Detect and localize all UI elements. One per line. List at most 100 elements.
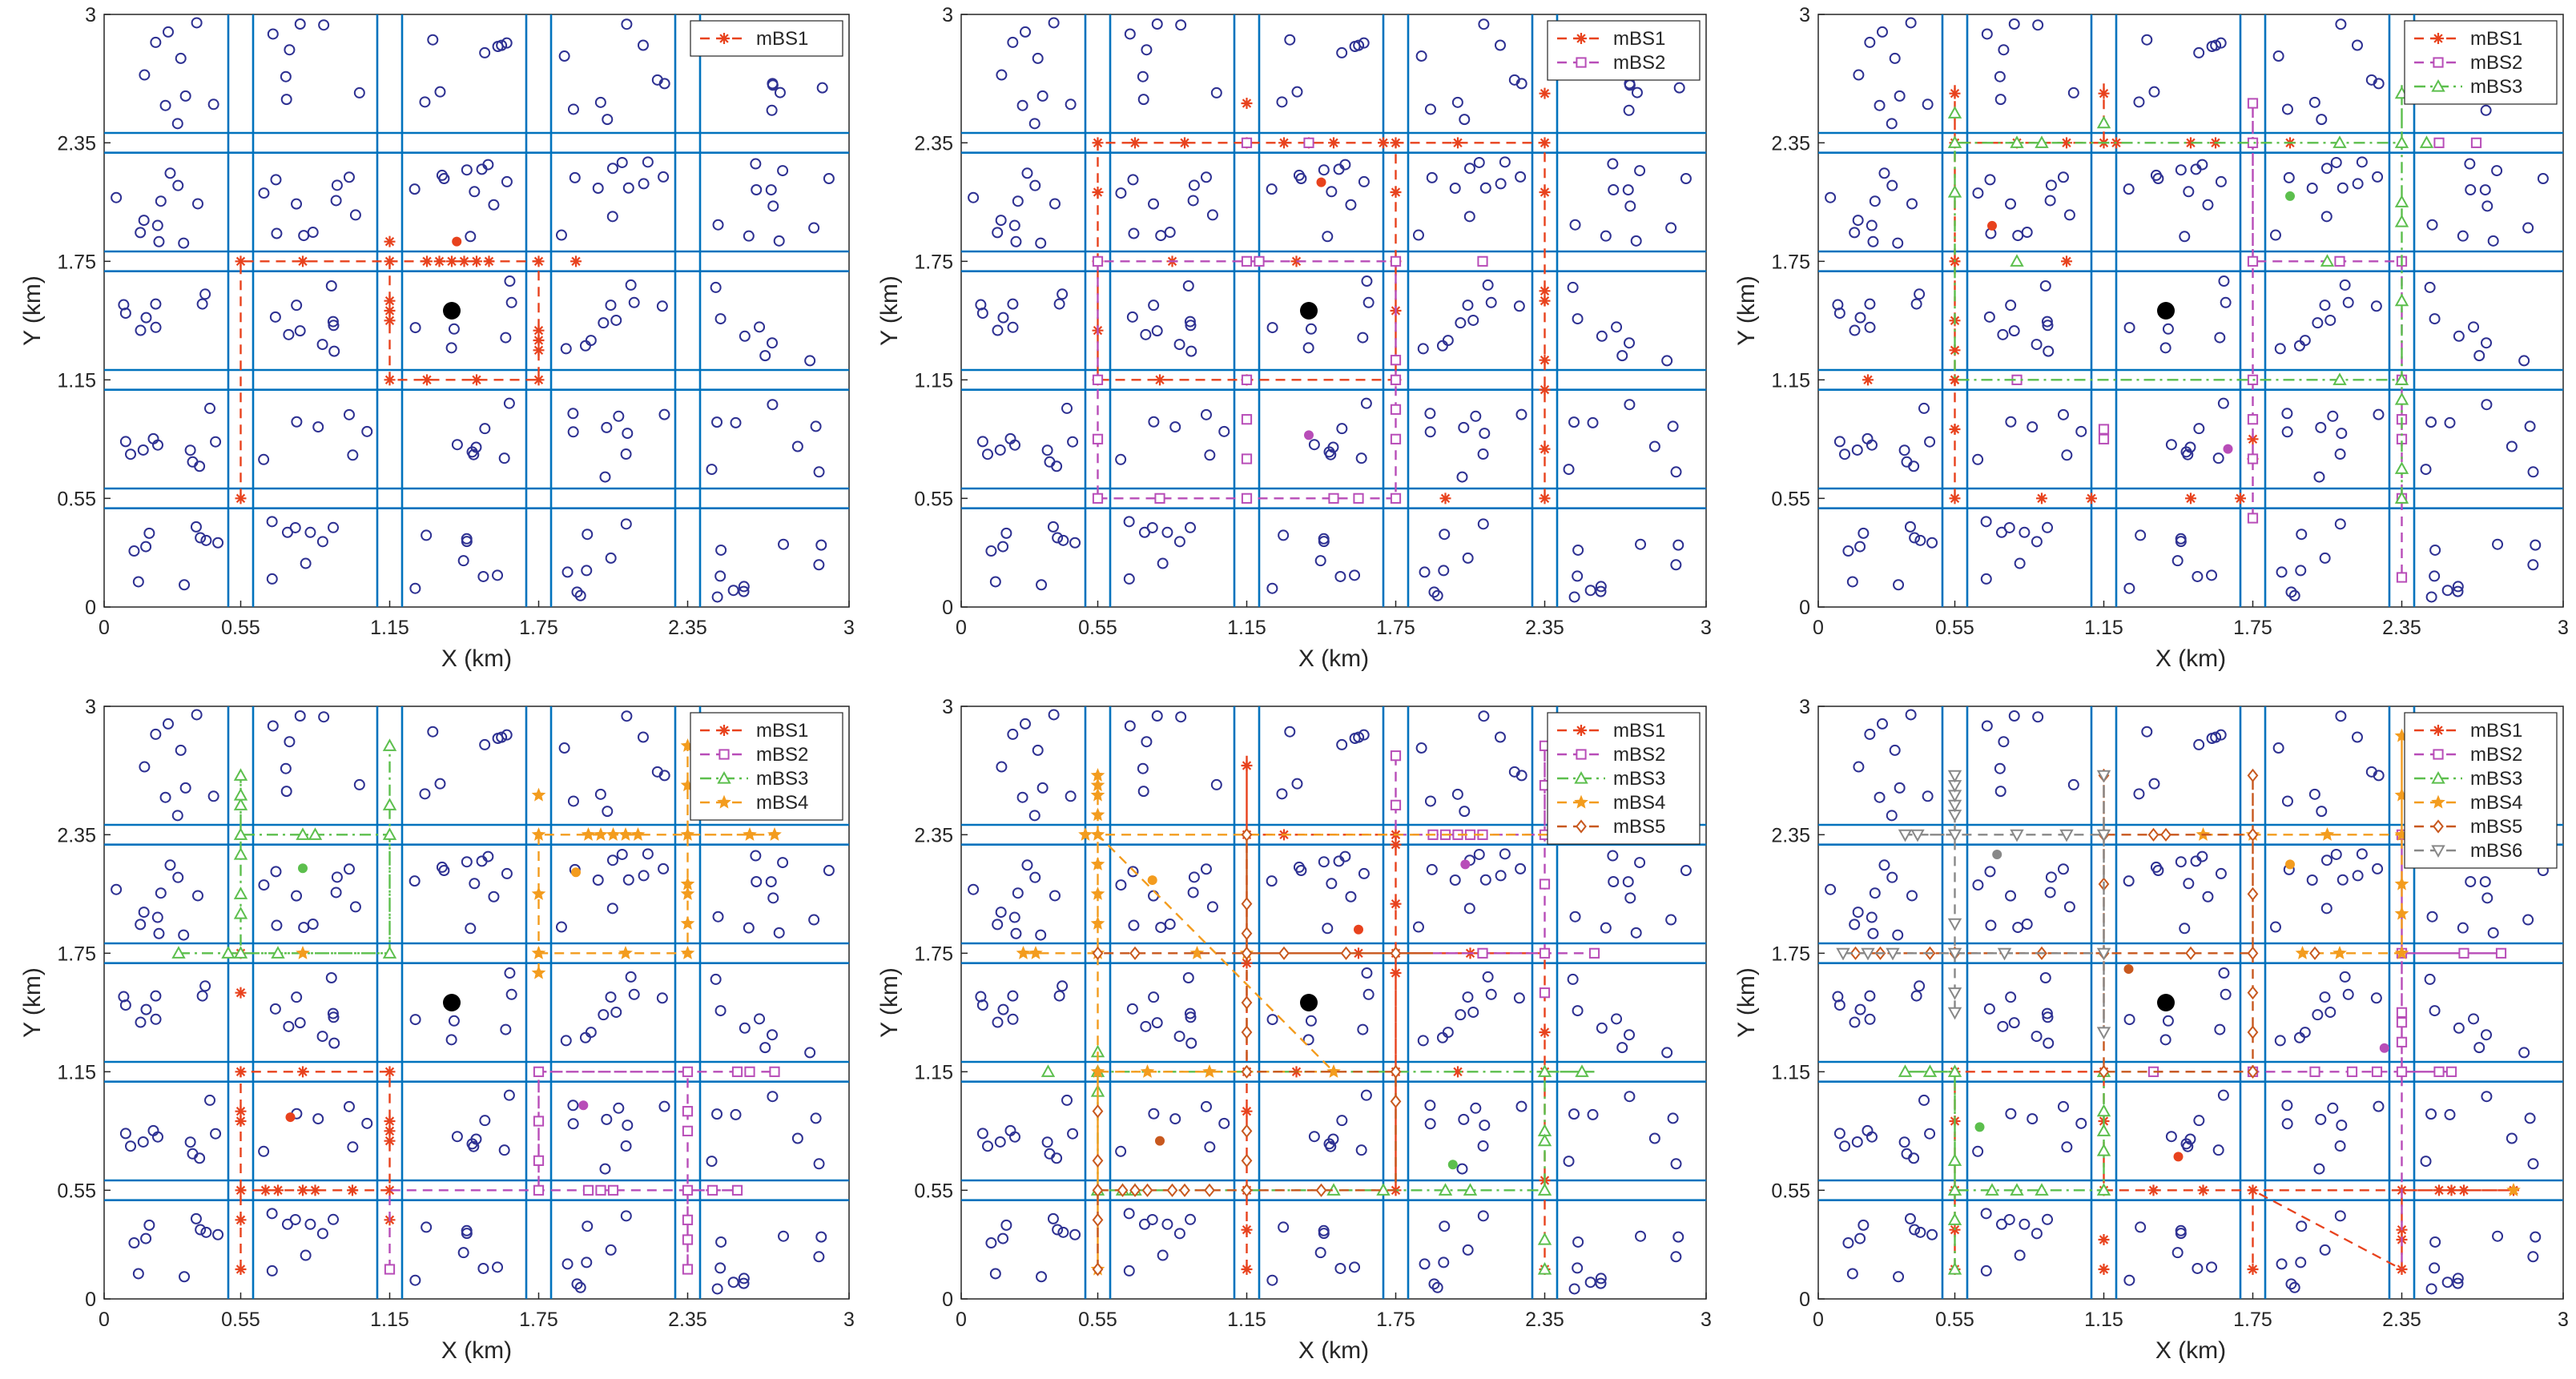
user-point xyxy=(712,219,724,231)
legend-label-mBS1: mBS1 xyxy=(2470,28,2522,50)
mBS3-marker xyxy=(1537,1133,1552,1147)
user-point xyxy=(1052,532,1064,544)
user-point xyxy=(1914,534,1926,546)
user-point xyxy=(304,526,316,538)
user-point xyxy=(465,231,477,243)
user-point xyxy=(427,34,439,46)
user-point xyxy=(300,557,312,569)
user-point xyxy=(2067,778,2079,790)
user-point xyxy=(2217,397,2229,409)
mBS2-marker xyxy=(2433,1066,2445,1077)
user-point xyxy=(347,1141,359,1153)
user-point xyxy=(1849,919,1861,931)
mBS3-marker xyxy=(1040,1064,1056,1077)
user-point xyxy=(172,871,184,883)
user-point xyxy=(622,874,634,886)
mBS3-marker xyxy=(382,738,397,751)
user-point xyxy=(1886,118,1898,130)
user-point xyxy=(2042,320,2054,332)
user-point xyxy=(1898,444,1910,456)
user-point xyxy=(1470,410,1482,422)
mBS3-marker xyxy=(2096,1104,2111,1117)
user-point xyxy=(1126,1003,1138,1015)
user-point xyxy=(813,1158,825,1170)
user-point xyxy=(767,1091,779,1103)
legend-label-mBS1: mBS1 xyxy=(2470,720,2522,742)
user-point xyxy=(621,18,633,30)
user-point xyxy=(1905,709,1917,721)
user-point xyxy=(1327,1133,1339,1145)
user-point xyxy=(2031,536,2043,548)
user-point xyxy=(2306,183,2318,195)
user-point xyxy=(2123,875,2135,887)
user-point xyxy=(759,1042,771,1054)
user-point xyxy=(1852,907,1864,919)
mBS4-marker xyxy=(1090,826,1105,841)
legend-marker-mBS1 xyxy=(1576,33,1587,44)
user-point xyxy=(621,710,633,722)
x-tick-label: 3 xyxy=(2558,1309,2569,1331)
y-axis-label: Y (km) xyxy=(19,967,46,1038)
user-point xyxy=(1478,18,1490,30)
user-point xyxy=(2339,279,2351,291)
user-point xyxy=(1508,74,1520,86)
user-point xyxy=(1053,298,1065,310)
user-point xyxy=(2352,870,2364,882)
user-point xyxy=(361,1117,373,1129)
legend-label-mBS3: mBS3 xyxy=(2470,76,2522,98)
mBS1-marker xyxy=(533,374,545,386)
mBS5-marker xyxy=(1340,946,1352,960)
mBS6-marker xyxy=(1947,918,1962,931)
user-point xyxy=(2005,198,2017,210)
user-point xyxy=(773,235,785,247)
user-point xyxy=(1477,518,1489,530)
x-tick-label: 0 xyxy=(1813,617,1824,639)
user-point xyxy=(1184,1007,1196,1019)
user-point xyxy=(461,536,473,548)
user-point xyxy=(1853,761,1865,773)
user-point xyxy=(1057,1226,1069,1238)
user-point xyxy=(989,576,1001,588)
user-point xyxy=(294,1017,306,1029)
user-point xyxy=(2426,219,2438,231)
user-point xyxy=(1886,871,1898,883)
mBS2-marker xyxy=(744,1066,755,1077)
user-point xyxy=(567,795,579,807)
user-point xyxy=(258,187,270,199)
user-point xyxy=(419,96,431,108)
mBS1-marker xyxy=(309,1184,321,1196)
user-point xyxy=(1568,1108,1580,1120)
user-point xyxy=(555,229,567,241)
user-point xyxy=(658,171,670,183)
user-point xyxy=(2075,425,2087,437)
legend-label-mBS3: mBS3 xyxy=(2470,768,2522,790)
user-point xyxy=(1981,720,1993,732)
user-point xyxy=(1893,1271,1905,1283)
user-point xyxy=(1665,914,1677,926)
mBS6-marker xyxy=(2096,770,2111,783)
user-point xyxy=(488,891,500,903)
mBS2-marker xyxy=(731,1184,743,1196)
user-point xyxy=(754,321,766,333)
user-point xyxy=(610,314,622,326)
x-tick-label: 2.35 xyxy=(2382,1309,2421,1331)
mBS2-position-dot xyxy=(1460,859,1471,870)
mBS3-marker xyxy=(1947,106,1962,119)
user-point xyxy=(2295,565,2307,577)
user-point xyxy=(997,1232,1009,1244)
user-point xyxy=(1318,856,1330,868)
user-point xyxy=(135,227,147,239)
user-point xyxy=(1515,408,1527,420)
mBS1-marker xyxy=(2247,1264,2259,1275)
y-tick-label: 3 xyxy=(1799,4,1810,26)
mBS5-marker xyxy=(1241,995,1253,1010)
user-point xyxy=(2319,300,2331,312)
mBS1-marker xyxy=(1949,424,1961,435)
mBS6-marker xyxy=(1898,829,1913,842)
user-point xyxy=(1892,929,1904,941)
mBS3-position-dot xyxy=(2285,191,2295,201)
user-point xyxy=(606,903,618,915)
user-point xyxy=(1431,1281,1443,1293)
user-point xyxy=(1428,586,1440,598)
user-point xyxy=(1853,69,1865,81)
